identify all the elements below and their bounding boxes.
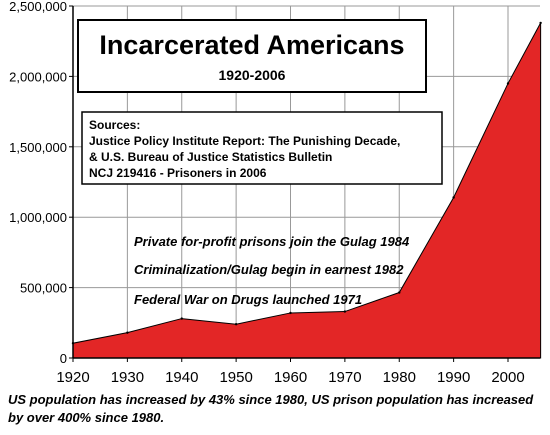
- sources-box-frame: [81, 111, 443, 185]
- data-point: [234, 323, 238, 326]
- data-point: [180, 317, 183, 320]
- sources-heading: Sources:: [89, 118, 140, 132]
- y-tick-label: 1,000,000: [9, 210, 67, 225]
- caption: US population has increased by 43% since…: [8, 392, 534, 425]
- data-point: [126, 331, 129, 334]
- caption-line-1: US population has increased by 43% since…: [8, 392, 534, 407]
- sources-box: Sources: Justice Policy Institute Report…: [81, 111, 443, 185]
- x-tick-label: 1960: [274, 369, 307, 386]
- y-tick-label: 1,500,000: [9, 140, 67, 155]
- chart-subtitle: 1920-2006: [219, 67, 286, 83]
- data-point: [506, 82, 510, 85]
- x-tick-label: 1970: [328, 369, 361, 386]
- chart-title: Incarcerated Americans: [99, 30, 404, 60]
- x-tick-labels: 1920 1930 1940 1950 1960 1970 1980 1990 2000: [56, 358, 525, 386]
- annotation-private-prisons: Private for-profit prisons join the Gula…: [134, 234, 410, 249]
- sources-line-1: Justice Policy Institute Report: The Pun…: [89, 134, 400, 148]
- sources-line-3: NCJ 219416 - Prisoners in 2006: [89, 166, 267, 180]
- x-tick-label: 1920: [56, 369, 89, 386]
- caption-line-2: by over 400% since 1980.: [8, 410, 164, 425]
- annotation-criminalization: Criminalization/Gulag begin in earnest 1…: [134, 262, 404, 277]
- x-tick-label: 2000: [491, 369, 524, 386]
- x-tick-label: 1950: [219, 369, 252, 386]
- data-point: [452, 196, 455, 199]
- x-tick-label: 1940: [165, 369, 198, 386]
- data-point: [289, 311, 292, 315]
- y-tick-label: 0: [60, 351, 67, 366]
- data-point: [539, 21, 542, 25]
- title-box-frame: [77, 19, 427, 93]
- x-tick-label: 1990: [437, 369, 470, 386]
- annotations: Private for-profit prisons join the Gula…: [134, 234, 410, 307]
- x-tick-label: 1980: [383, 369, 416, 386]
- annotation-war-on-drugs: Federal War on Drugs launched 1971: [134, 292, 362, 307]
- area-series: [71, 21, 542, 359]
- x-tick-label: 1930: [111, 369, 144, 386]
- axes: [72, 6, 540, 359]
- data-point: [398, 291, 401, 294]
- y-tick-labels: 0 500,000 1,000,000 1,500,000 2,000,000 2,500…: [9, 0, 73, 366]
- title-box: Incarcerated Americans 1920-2006: [77, 19, 427, 93]
- y-tick-label: 2,000,000: [9, 69, 67, 84]
- y-tick-label: 2,500,000: [9, 0, 67, 14]
- data-point: [343, 310, 347, 313]
- sources-line-2: & U.S. Bureau of Justice Statistics Bull…: [89, 150, 332, 164]
- y-tick-label: 500,000: [20, 281, 67, 296]
